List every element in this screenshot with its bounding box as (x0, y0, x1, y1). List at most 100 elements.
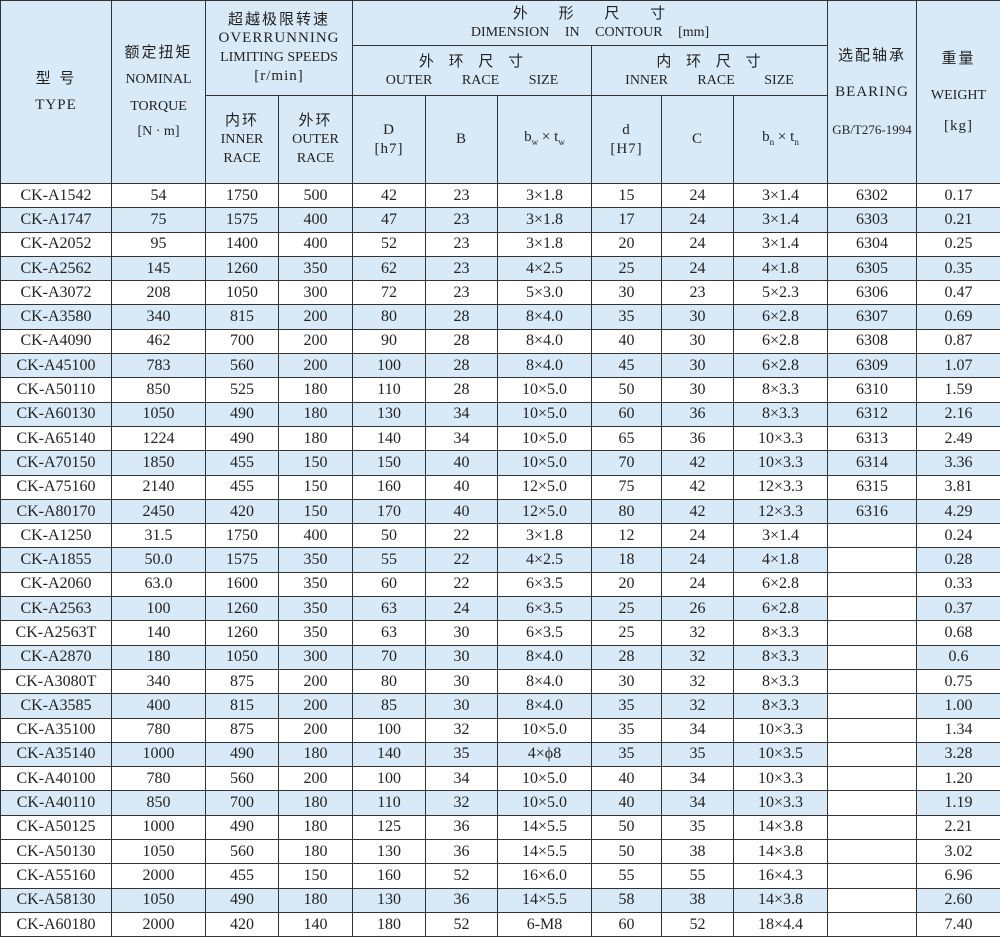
cell-bwtw: 3×1.8 (497, 523, 592, 549)
cell-bwtw: 3×1.8 (497, 231, 592, 257)
cell-outer: 300 (278, 280, 353, 306)
header-outer-speed: 外环 OUTER RACE (278, 95, 353, 184)
cell-inner: 875 (205, 668, 279, 695)
cell-C: 32 (661, 668, 734, 695)
cell-D: 160 (352, 863, 426, 889)
cell-weight: 3.28 (916, 741, 1000, 768)
cell-outer: 400 (278, 207, 353, 233)
cell-bwtw: 8×4.0 (497, 644, 592, 670)
cell-bearing (827, 693, 917, 719)
table-row: CK-A70150 1850 455 150 150 40 10×5.0 70 42 10×3.3… (0, 450, 1000, 476)
cell-type: CK-A60180 (0, 911, 112, 938)
cell-d: 60 (591, 911, 662, 938)
table-row: CK-A2060 63.0 1600 350 60 22 6×3.5 20 24 6×2.8 0.3… (0, 571, 1000, 598)
cell-C: 23 (661, 280, 734, 306)
cell-B: 28 (425, 304, 498, 330)
cell-D: 52 (352, 231, 426, 257)
header-type: 型 号 TYPE (0, 0, 112, 184)
header-bn-times: × (774, 128, 791, 145)
cell-weight: 0.25 (916, 231, 1000, 257)
header-bearing-std: GB/T276-1994 (832, 121, 912, 137)
cell-bwtw: 5×3.0 (497, 280, 592, 306)
cell-B: 23 (425, 231, 498, 257)
cell-weight: 7.40 (916, 911, 1000, 938)
cell-C: 34 (661, 766, 734, 792)
table-row: CK-A1855 50.0 1575 350 55 22 4×2.5 18 24 4×1.8 0.2… (0, 547, 1000, 573)
cell-d: 40 (591, 328, 662, 355)
cell-d: 18 (591, 547, 662, 573)
cell-bntn: 8×3.3 (733, 377, 828, 403)
cell-bearing (827, 547, 917, 573)
cell-weight: 0.28 (916, 547, 1000, 573)
cell-d: 20 (591, 231, 662, 257)
cell-d: 55 (591, 863, 662, 889)
cell-weight: 0.35 (916, 255, 1000, 282)
header-C-label: C (691, 131, 703, 147)
cell-B: 23 (425, 280, 498, 306)
cell-bntn: 16×4.3 (733, 863, 828, 889)
cell-inner: 490 (205, 401, 279, 427)
cell-bearing (827, 790, 917, 816)
cell-type: CK-A2562 (0, 255, 112, 282)
header-bw-sub: w (531, 136, 539, 147)
cell-bwtw: 8×4.0 (497, 668, 592, 695)
cell-C: 35 (661, 741, 734, 768)
cell-d: 50 (591, 377, 662, 403)
table-row: CK-A4090 462 700 200 90 28 8×4.0 40 30 6×2.8 6308 0… (0, 328, 1000, 355)
cell-D: 110 (352, 790, 426, 816)
cell-bntn: 14×3.8 (733, 887, 828, 913)
cell-bearing: 6307 (827, 304, 917, 330)
cell-C: 35 (661, 814, 734, 841)
cell-bearing (827, 717, 917, 743)
cell-B: 28 (425, 377, 498, 403)
table-row: CK-A40100 780 560 200 100 34 10×5.0 40 34 10×3.3 1… (0, 766, 1000, 792)
header-B-label: B (455, 131, 467, 147)
cell-bwtw: 3×1.8 (497, 207, 592, 233)
cell-inner: 560 (205, 839, 279, 865)
cell-D: 47 (352, 207, 426, 233)
table-row: CK-A1250 31.5 1750 400 50 22 3×1.8 12 24 3×1.4 0.2… (0, 523, 1000, 549)
cell-bearing: 6314 (827, 450, 917, 476)
cell-bearing: 6312 (827, 401, 917, 427)
cell-weight: 0.37 (916, 596, 1000, 622)
header-bearing-cn: 选配轴承 (837, 45, 906, 64)
cell-type: CK-A40110 (0, 790, 112, 816)
cell-outer: 350 (278, 547, 353, 573)
cell-bearing (827, 620, 917, 646)
table-row: CK-A50130 1050 560 180 130 36 14×5.5 50 38 14×3.8… (0, 839, 1000, 865)
cell-C: 52 (661, 911, 734, 938)
cell-bearing (827, 596, 917, 622)
cell-bearing: 6304 (827, 231, 917, 257)
cell-bntn: 6×2.8 (733, 304, 828, 330)
cell-torque: 1000 (111, 741, 206, 768)
cell-bwtw: 10×5.0 (497, 425, 592, 452)
header-d: d [H7] (591, 95, 662, 184)
cell-torque: 180 (111, 644, 206, 670)
header-speeds-en1: OVERRUNNING (218, 30, 340, 46)
cell-type: CK-A3080T (0, 668, 112, 695)
header-inner-speed: 内环 INNER RACE (205, 95, 279, 184)
cell-inner: 490 (205, 425, 279, 452)
cell-d: 28 (591, 644, 662, 670)
cell-outer: 180 (278, 741, 353, 768)
cell-weight: 0.6 (916, 644, 1000, 670)
cell-bwtw: 8×4.0 (497, 353, 592, 379)
cell-outer: 200 (278, 328, 353, 355)
table-row: CK-A35100 780 875 200 100 32 10×5.0 35 34 10×3.3 1… (0, 717, 1000, 743)
cell-B: 34 (425, 766, 498, 792)
header-speeds: 超越极限转速 OVERRUNNING LIMITING SPEEDS [r/mi… (205, 0, 353, 96)
table-row: CK-A3080T 340 875 200 80 30 8×4.0 30 32 8×3.3 0.75 (0, 668, 1000, 695)
cell-bntn: 5×2.3 (733, 280, 828, 306)
cell-bwtw: 4×2.5 (497, 255, 592, 282)
cell-B: 22 (425, 547, 498, 573)
cell-B: 36 (425, 839, 498, 865)
cell-weight: 1.59 (916, 377, 1000, 403)
cell-type: CK-A70150 (0, 450, 112, 476)
cell-D: 100 (352, 353, 426, 379)
cell-outer: 140 (278, 911, 353, 938)
cell-bntn: 10×3.3 (733, 450, 828, 476)
cell-inner: 1050 (205, 280, 279, 306)
cell-torque: 63.0 (111, 571, 206, 598)
cell-C: 24 (661, 571, 734, 598)
cell-inner: 1575 (205, 207, 279, 233)
